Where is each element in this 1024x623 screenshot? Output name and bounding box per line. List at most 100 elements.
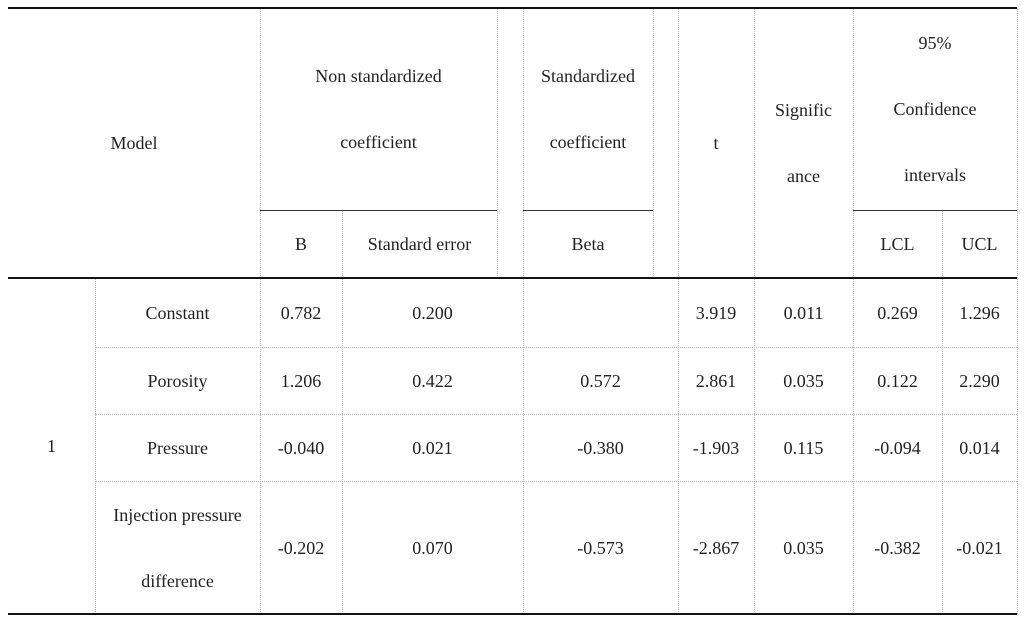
rule [523,210,653,211]
rule [853,8,854,614]
rule [8,613,1017,615]
rule [260,8,261,614]
value-cell-text: -0.094 [874,437,921,458]
row-name-text: Injection pressure difference [113,504,242,591]
value-cell: -0.573 [523,481,678,614]
value-cell: 0.269 [853,278,942,347]
rule [754,8,755,614]
value-cell: 0.014 [942,414,1017,481]
value-cell-text: 0.115 [783,437,824,458]
value-cell: 0.035 [754,481,853,614]
value-cell-text: -0.573 [577,537,624,558]
header-group: Significance [754,8,853,278]
value-cell: 0.422 [342,347,523,414]
model-number-text: 1 [47,436,56,456]
header-model-text: Model [110,133,158,153]
value-cell-text: 2.861 [695,370,737,391]
rule [942,210,943,614]
value-cell-text: 0.122 [877,370,918,391]
value-cell: -2.867 [678,481,754,614]
header-column-text: LCL [880,234,915,254]
header-column: UCL [942,210,1017,278]
header-group: 95% Confidence intervals [853,8,1017,210]
row-name-text: Constant [145,302,210,323]
value-cell: -0.202 [260,481,342,614]
row-name-text: Pressure [147,437,208,458]
value-cell-text: 0.035 [783,537,824,558]
header-group-text: Standardized coefficient [541,66,635,152]
value-cell-text: -0.021 [956,537,1003,558]
value-cell-text: 0.070 [412,537,453,558]
rule [853,210,1017,211]
header-group: Standardized coefficient [523,8,653,210]
value-cell-text: 0.200 [412,302,453,323]
header-column: Standard error [342,210,497,278]
rule [8,7,1017,9]
rule [523,8,524,614]
value-cell-text: -0.040 [277,437,325,458]
value-cell: 1.296 [942,278,1017,347]
value-cell: 0.011 [754,278,853,347]
value-cell: 0.021 [342,414,523,481]
value-cell: -0.040 [260,414,342,481]
header-group-text: Significance [775,100,832,186]
rule [95,278,96,614]
value-cell: 1.206 [260,347,342,414]
row-name: Constant [95,278,260,347]
rule [95,414,1017,415]
rule [260,210,497,211]
value-cell-text: 2.290 [959,370,1000,391]
value-cell: -0.382 [853,481,942,614]
value-cell-text: 1.296 [959,302,1000,323]
value-cell: 2.290 [942,347,1017,414]
value-cell-text: -1.903 [692,437,740,458]
value-cell: 0.115 [754,414,853,481]
value-cell-text: 3.919 [695,302,737,323]
rule [95,347,1017,348]
value-cell: -0.094 [853,414,942,481]
rule [1017,8,1018,614]
value-cell: -0.380 [523,414,678,481]
value-cell: -1.903 [678,414,754,481]
value-cell-text: 0.021 [412,437,453,458]
value-cell-text: 0.572 [580,370,621,391]
rule [678,8,679,614]
row-name-text: Porosity [147,370,208,391]
value-cell-text: -0.380 [577,437,624,458]
row-name: Porosity [95,347,260,414]
header-group-text: 95% Confidence intervals [893,33,977,185]
value-cell-text: 1.206 [280,370,322,391]
rule [95,481,1017,482]
value-cell-text: -0.202 [277,537,325,558]
header-group-text: t [713,133,719,153]
header-group-text: Non standardized coefficient [315,66,442,152]
value-cell-text: 0.035 [783,370,824,391]
header-group: t [678,8,754,278]
rule [8,277,1017,279]
value-cell: 2.861 [678,347,754,414]
header-column-text: B [294,234,307,254]
value-cell: 0.572 [523,347,678,414]
value-cell: 3.919 [678,278,754,347]
header-column: B [260,210,342,278]
header-column-text: Standard error [367,234,472,254]
value-cell-text: 0.014 [959,437,1000,458]
model-number: 1 [8,278,95,614]
header-column-text: UCL [961,234,998,254]
value-cell-text: 0.011 [783,302,824,323]
header-column: Beta [523,210,653,278]
value-cell: 0.035 [754,347,853,414]
row-name: Pressure [95,414,260,481]
value-cell: 0.122 [853,347,942,414]
header-column-text: Beta [571,234,605,254]
value-cell-text: 0.422 [412,370,453,391]
header-column: LCL [853,210,942,278]
value-cell: -0.021 [942,481,1017,614]
header-model: Model [8,8,260,278]
value-cell: 0.070 [342,481,523,614]
value-cell-text: -2.867 [692,537,740,558]
rule [342,210,343,614]
rule [653,8,654,278]
value-cell-text: -0.382 [874,537,921,558]
